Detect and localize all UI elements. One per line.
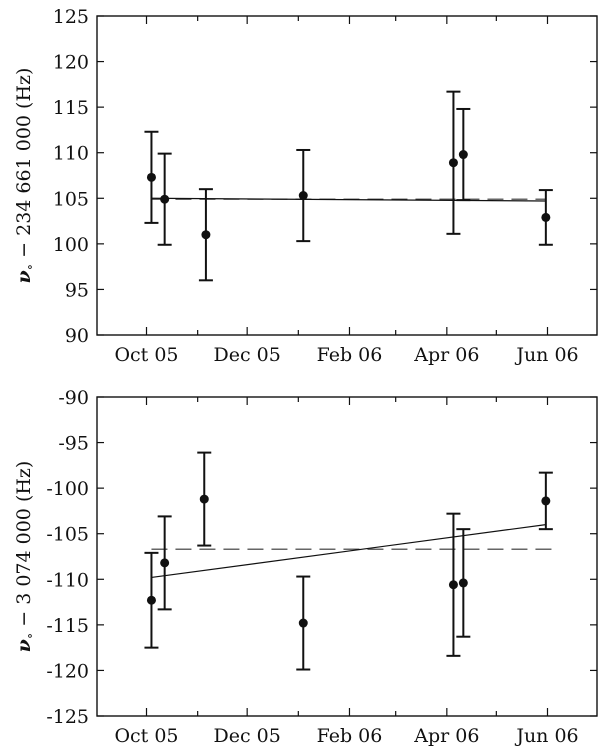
data-point: [458, 150, 468, 160]
data-point: [541, 212, 551, 222]
data-point: [448, 158, 458, 168]
data-point: [448, 580, 458, 590]
y-tick-label: 90: [65, 325, 89, 347]
top-panel: 90 95 100 105 110 115 120 125 Oct 05 Dec 05 Feb 06…: [13, 6, 598, 366]
y-axis-label-subscript: ∘: [23, 633, 38, 639]
plot-frame: [96, 15, 598, 336]
data-point: [458, 578, 468, 588]
x-tick-label: Feb 06: [317, 725, 383, 746]
y-tick-label: -120: [46, 660, 89, 682]
y-axis-label: ν∘ − 3 074 000 (Hz): [13, 461, 38, 653]
y-axis-label-text: − 234 661 000 (Hz): [13, 68, 35, 264]
y-tick-label: -100: [46, 478, 89, 500]
x-tick-label: Dec 05: [213, 725, 280, 746]
x-tick-label: Jun 06: [514, 725, 578, 746]
y-tick-label: -115: [46, 615, 89, 637]
data-point: [541, 496, 551, 506]
x-tick-label: Oct 05: [114, 725, 178, 746]
x-tick-label: Dec 05: [213, 344, 280, 366]
y-tick-label: 120: [53, 52, 89, 74]
y-tick-label: 100: [53, 234, 89, 256]
linear-fit-line: [151, 197, 546, 202]
y-axis-label-subscript: ∘: [23, 264, 38, 270]
data-point: [298, 618, 308, 628]
y-axis-label-symbol: ν: [13, 639, 35, 652]
bottom-panel: -125 -120 -115 -110 -105 -100 -95 -90 Oct 05 Dec …: [13, 387, 598, 746]
data-point: [298, 191, 308, 201]
y-tick-label: 95: [65, 279, 89, 301]
y-tick-label: 105: [53, 188, 89, 210]
data-point: [199, 494, 209, 504]
y-axis-label-text: − 3 074 000 (Hz): [13, 461, 35, 633]
y-tick-label: 125: [53, 6, 89, 28]
y-tick-label: -125: [46, 706, 89, 728]
y-tick-label: -110: [46, 569, 89, 591]
x-tick-label: Jun 06: [514, 344, 578, 366]
plot-frame: [96, 396, 598, 717]
data-point: [160, 558, 170, 568]
x-tick-label: Feb 06: [317, 344, 383, 366]
y-tick-label: -105: [46, 524, 89, 546]
x-tick-label: Apr 06: [413, 344, 479, 366]
y-tick-label: 115: [53, 97, 89, 119]
data-point: [146, 595, 156, 605]
y-tick-label: -90: [58, 387, 89, 409]
data-point: [201, 230, 211, 240]
x-tick-label: Apr 06: [413, 725, 479, 746]
y-tick-label: 110: [53, 143, 89, 165]
data-point: [160, 194, 170, 204]
y-tick-label: -95: [58, 433, 89, 455]
data-point: [146, 172, 156, 182]
y-axis-label: ν∘ − 234 661 000 (Hz): [13, 68, 38, 284]
y-axis-label-symbol: ν: [13, 270, 35, 283]
linear-fit-line: [151, 524, 546, 579]
x-tick-label: Oct 05: [114, 344, 178, 366]
